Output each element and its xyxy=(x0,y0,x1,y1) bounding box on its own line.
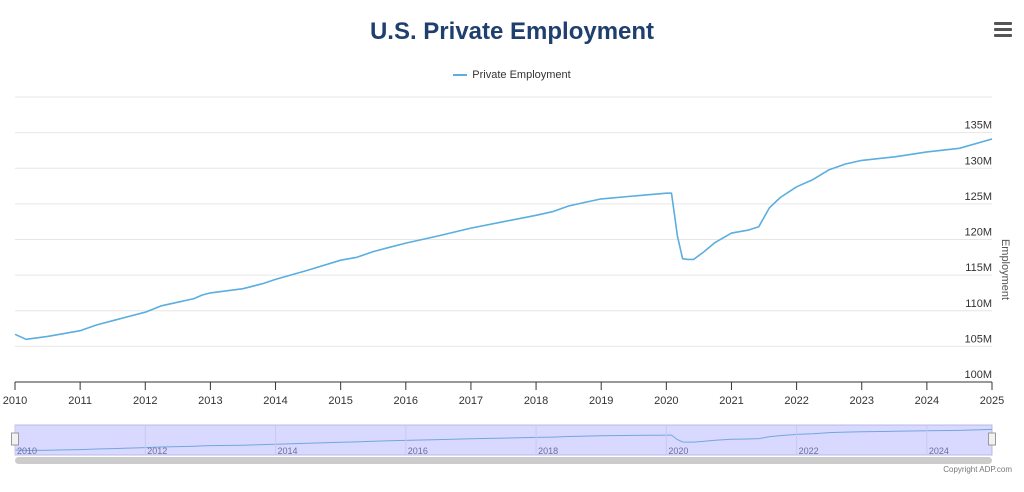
legend-item[interactable]: Private Employment xyxy=(0,69,1024,81)
x-tick-label: 2020 xyxy=(654,395,678,407)
x-tick-label: 2019 xyxy=(589,395,613,407)
x-tick-label: 2010 xyxy=(3,395,27,407)
x-tick-label: 2011 xyxy=(68,395,92,407)
y-tick-label: 130M xyxy=(964,155,992,167)
y-tick-label: 135M xyxy=(964,120,992,132)
grid-lines xyxy=(15,96,992,347)
navigator[interactable]: 2010 2012 2014 2016 2018 2020 2022 2024 xyxy=(11,424,996,464)
navigator-tick-label: 2024 xyxy=(929,446,949,456)
y-tick-label: 105M xyxy=(964,333,992,345)
navigator-tick-label: 2014 xyxy=(278,446,298,456)
x-tick-label: 2015 xyxy=(328,395,352,407)
series-line-private-employment xyxy=(14,138,993,341)
x-tick-label: 2012 xyxy=(133,395,157,407)
x-tick-label: 2017 xyxy=(459,395,483,407)
legend-line-icon xyxy=(453,74,468,76)
y-axis-title: Employment xyxy=(999,239,1011,300)
y-tick-label: 110M xyxy=(965,298,992,310)
x-tick-label: 2016 xyxy=(394,395,418,407)
y-tick-label: 100M xyxy=(964,369,992,381)
chart-title: U.S. Private Employment xyxy=(369,18,655,45)
navigator-tick-label: 2016 xyxy=(408,446,428,456)
x-tick-label: 2018 xyxy=(524,395,548,407)
x-tick-label: 2013 xyxy=(198,395,222,407)
navigator-selection xyxy=(14,424,993,456)
navigator-tick-label: 2020 xyxy=(668,446,688,456)
x-tick-label: 2023 xyxy=(849,395,873,407)
navigator-tick-label: 2022 xyxy=(799,446,819,456)
navigator-series-line xyxy=(14,428,993,452)
x-tick-label: 2022 xyxy=(784,395,808,407)
legend-label: Private Employment xyxy=(472,69,571,81)
x-tick-label: 2025 xyxy=(980,395,1004,407)
navigator-left-handle[interactable] xyxy=(11,432,19,446)
navigator-tick-label: 2012 xyxy=(147,446,167,456)
y-tick-label: 115M xyxy=(965,262,992,274)
navigator-tick-label: 2018 xyxy=(538,446,558,456)
series-group xyxy=(14,138,993,341)
x-axis: 2010 2011 2012 2013 2014 2015 2016 2017 2018 2019… xyxy=(3,381,1004,407)
menu-icon[interactable] xyxy=(994,22,1012,38)
navigator-right-handle[interactable] xyxy=(988,432,996,446)
y-axis: 100M 105M 110M 115M 120M 125M 130M 135M xyxy=(964,120,992,381)
x-tick-label: 2014 xyxy=(263,395,287,407)
x-tick-label: 2024 xyxy=(915,395,939,407)
navigator-scrollbar[interactable] xyxy=(15,457,992,464)
y-tick-label: 120M xyxy=(964,227,992,239)
navigator-tick-label: 2010 xyxy=(17,446,37,456)
y-tick-label: 125M xyxy=(964,191,992,203)
x-tick-label: 2021 xyxy=(719,395,743,407)
credits-link[interactable]: Copyright ADP.com xyxy=(943,465,1012,474)
